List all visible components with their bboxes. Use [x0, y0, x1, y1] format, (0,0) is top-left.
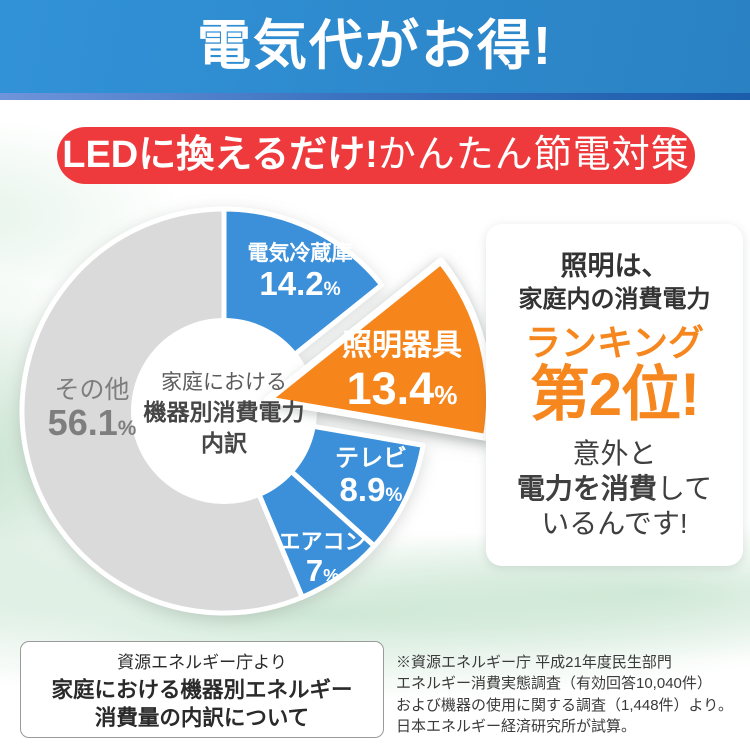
ranking-position: 第2位! — [529, 360, 700, 428]
pie-center-title: 家庭における 機器別消費電力 内訳 — [132, 369, 316, 459]
led-catchphrase-regular: かんたん節電対策 — [377, 134, 690, 176]
source-line1: 資源エネルギー庁より — [117, 653, 287, 672]
segment-value: 14.2% — [259, 264, 341, 302]
pie-center-line1: 家庭における — [161, 371, 287, 394]
segment-name: 電気冷蔵庫 — [247, 242, 353, 265]
source-line2: 家庭における機器別エネルギー — [51, 677, 353, 702]
pie-center-line2: 機器別消費電力 — [143, 399, 305, 426]
source-box: 資源エネルギー庁より 家庭における機器別エネルギー 消費量の内訳について — [20, 641, 384, 738]
led-catchphrase-banner: LEDに換えるだけ!かんたん節電対策 — [57, 127, 695, 184]
segment-name: その他 — [54, 376, 130, 404]
pie-center-hole — [131, 318, 317, 504]
pie-label-tv: テレビ 8.9% — [306, 446, 436, 508]
pie-label-others: その他 56.1% — [18, 377, 166, 443]
footnote: ※資源エネルギー庁 平成21年度民生部門 エネルギー消費実態調査（有効回答10,… — [396, 652, 750, 737]
footnote-line1: ※資源エネルギー庁 平成21年度民生部門 — [396, 654, 672, 671]
led-catchphrase-bold: LEDに換えるだけ! — [62, 134, 378, 176]
segment-value: 7% — [305, 552, 340, 588]
ranking-card-line6: 電力を消費して — [516, 473, 713, 505]
pie-label-lighting: 照明器具 13.4% — [316, 329, 488, 415]
segment-name: テレビ — [335, 445, 407, 472]
footnote-line2: エネルギー消費実態調査（有効回答10,040件） — [396, 675, 712, 693]
ranking-label: ランキング — [525, 321, 704, 363]
segment-name: 照明器具 — [342, 329, 462, 362]
segment-value: 8.9% — [339, 470, 403, 508]
ranking-card-line2: 家庭内の消費電力 — [518, 285, 711, 313]
page-title: 電気代がお得! — [197, 16, 553, 76]
header-accent-strip — [0, 93, 750, 100]
pie-center-line3: 内訳 — [201, 430, 247, 457]
segment-value: 56.1% — [47, 402, 137, 443]
pie-label-refrigerator: 電気冷蔵庫 14.2% — [225, 242, 375, 302]
ranking-card-line7: いるんです! — [541, 508, 688, 540]
footnote-line3: および機器の使用に関する調査（1,448件）より。 — [396, 696, 733, 714]
segment-name: エアコン — [278, 529, 367, 554]
ranking-card-line1: 照明は、 — [560, 251, 669, 281]
ranking-card-line5: 意外と — [572, 438, 657, 470]
header-banner: 電気代がお得! — [0, 0, 750, 100]
ranking-card: 照明は、 家庭内の消費電力 ランキング 第2位! 意外と 電力を消費して いるん… — [486, 224, 743, 566]
source-line3: 消費量の内訳について — [94, 706, 310, 731]
pie-label-aircon: エアコン 7% — [255, 530, 390, 587]
footnote-line4: 日本エネルギー経済研究所が試算。 — [396, 717, 637, 735]
segment-value: 13.4% — [346, 363, 458, 415]
